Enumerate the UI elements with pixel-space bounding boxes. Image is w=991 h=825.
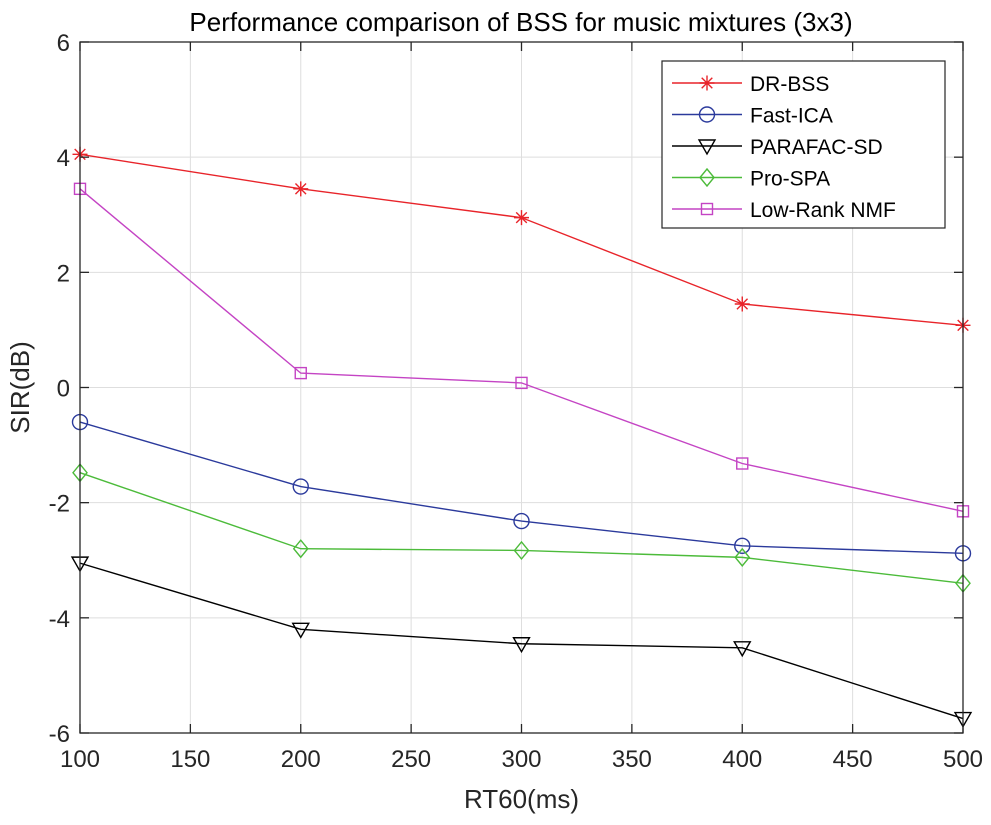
data-point-pro-spa-300	[513, 540, 530, 561]
legend-entry-pro-spa: Pro-SPA	[672, 168, 830, 191]
axis-ticks: 100 150 200 250 300 350 400 450 500 6 4 2 0 -2 -4 -6	[49, 30, 983, 773]
y-tick-label: -6	[49, 721, 70, 748]
x-tick-label: 400	[722, 746, 762, 773]
x-tick-label: 100	[60, 746, 100, 773]
data-point-low-rank-nmf-300	[515, 376, 528, 390]
chart-title: Performance comparison of BSS for music …	[189, 7, 852, 37]
plot-series	[70, 146, 973, 729]
legend-box	[661, 60, 946, 229]
series-line-fast-ica	[79, 421, 964, 555]
data-point-fast-ica-300	[513, 512, 530, 530]
data-point-pro-spa-200	[292, 539, 309, 559]
data-point-dr-bss-300	[514, 210, 529, 226]
y-tick-label: -2	[49, 491, 70, 518]
y-tick-label: -4	[49, 606, 70, 633]
series-line-pro-spa	[79, 472, 964, 584]
y-axis-title: SIR(dB)	[5, 341, 35, 433]
legend: DR-BSS Fast-ICA PARAFAC-SD Pro-SPA Low-Rank …	[661, 60, 946, 229]
data-point-fast-ica-400	[734, 537, 751, 555]
x-tick-label: 450	[833, 746, 873, 773]
data-point-low-rank-nmf-200	[294, 366, 307, 380]
legend-label-low-rank-nmf: Low-Rank NMF	[750, 199, 896, 222]
legend-marker-pro-spa	[699, 167, 715, 188]
data-point-parafac-sd-400	[733, 641, 752, 658]
legend-marker-dr-bss	[699, 75, 715, 91]
x-tick-label: 200	[281, 746, 321, 773]
legend-label-fast-ica: Fast-ICA	[750, 105, 833, 128]
legend-entry-low-rank-nmf: Low-Rank NMF	[672, 199, 896, 222]
data-point-dr-bss-200	[293, 181, 309, 197]
legend-label-parafac-sd: PARAFAC-SD	[750, 136, 883, 159]
legend-entry-dr-bss: DR-BSS	[672, 73, 829, 96]
legend-entry-parafac-sd: PARAFAC-SD	[672, 136, 883, 159]
data-point-pro-spa-400	[734, 547, 751, 567]
x-tick-label: 350	[612, 746, 652, 773]
x-tick-label: 150	[170, 746, 210, 773]
legend-entry-fast-ica: Fast-ICA	[672, 105, 833, 128]
data-point-parafac-sd-300	[512, 637, 531, 654]
series-line-low-rank-nmf	[79, 188, 964, 512]
x-tick-label: 300	[501, 746, 541, 773]
data-point-low-rank-nmf-400	[736, 457, 749, 470]
data-point-dr-bss-400	[734, 296, 750, 312]
x-axis-title: RT60(ms)	[464, 784, 579, 814]
legend-label-pro-spa: Pro-SPA	[750, 168, 830, 191]
x-tick-label: 500	[943, 746, 983, 773]
legend-label-dr-bss: DR-BSS	[750, 73, 829, 96]
y-tick-label: 0	[57, 376, 70, 403]
legend-marker-parafac-sd	[697, 139, 717, 156]
legend-marker-low-rank-nmf	[700, 202, 714, 216]
x-tick-label: 250	[391, 746, 431, 773]
data-point-parafac-sd-200	[291, 622, 310, 639]
series-line-parafac-sd	[79, 562, 964, 720]
legend-marker-fast-ica	[698, 106, 716, 123]
data-point-fast-ica-200	[292, 478, 309, 495]
y-tick-label: 6	[57, 30, 70, 57]
y-tick-label: 4	[57, 145, 70, 172]
y-tick-label: 2	[57, 260, 70, 287]
